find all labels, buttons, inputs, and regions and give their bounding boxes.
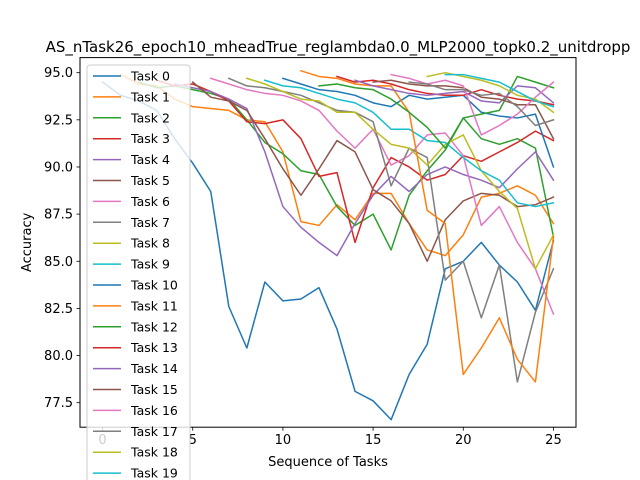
series-line-task-7 (227, 77, 555, 383)
legend-label-task-7: Task 7 (130, 215, 170, 230)
y-tick-label: 77.5 (44, 396, 73, 411)
series-line-task-19 (444, 73, 555, 108)
y-tick-label: 90.0 (44, 160, 73, 175)
x-tick-label: 10 (275, 433, 292, 448)
legend-label-task-3: Task 3 (130, 131, 170, 146)
series-line-task-2 (137, 81, 555, 251)
legend-label-task-13: Task 13 (130, 340, 178, 355)
legend-label-task-8: Task 8 (130, 236, 170, 251)
legend-label-task-1: Task 1 (130, 89, 170, 104)
legend-label-task-11: Task 11 (130, 298, 178, 313)
series-line-task-16 (390, 73, 555, 136)
series-line-task-18 (426, 71, 555, 114)
legend-box (86, 64, 191, 480)
y-tick-label: 92.5 (44, 113, 73, 128)
series-line-task-1 (119, 73, 555, 257)
legend-label-task-19: Task 19 (130, 466, 178, 480)
series-line-task-5 (191, 81, 555, 263)
legend-label-task-6: Task 6 (130, 194, 170, 209)
series-line-task-13 (336, 75, 555, 106)
legend-label-task-9: Task 9 (130, 257, 170, 272)
y-tick-label: 95.0 (44, 66, 73, 81)
legend-label-task-15: Task 15 (130, 382, 178, 397)
legend-label-task-2: Task 2 (130, 110, 170, 125)
legend-label-task-5: Task 5 (130, 173, 170, 188)
series-line-task-10 (281, 77, 555, 168)
plot-area (101, 69, 555, 421)
x-axis: 0510152025 (98, 427, 562, 448)
axes-frame (79, 57, 577, 428)
series-line-task-8 (245, 77, 555, 270)
legend-label-task-4: Task 4 (130, 152, 170, 167)
series-line-task-11 (300, 69, 555, 383)
y-axis-label: Accuracy (20, 212, 35, 272)
x-tick-label: 25 (545, 433, 562, 448)
legend-label-task-18: Task 18 (130, 445, 178, 460)
legend-label-task-10: Task 10 (130, 278, 178, 293)
legend-label-task-0: Task 0 (130, 69, 170, 84)
y-axis: 77.5 80.0 82.5 85.0 87.5 90.0 92.5 95.0 (44, 66, 80, 411)
series-line-task-4 (173, 83, 555, 257)
legend-label-task-14: Task 14 (130, 361, 178, 376)
series-line-task-14 (354, 79, 555, 104)
y-tick-label: 87.5 (44, 208, 73, 223)
y-tick-label: 82.5 (44, 302, 73, 317)
series-line-task-3 (155, 79, 555, 244)
y-tick-label: 85.0 (44, 255, 73, 270)
x-tick-label: 15 (365, 433, 382, 448)
legend-label-task-16: Task 16 (130, 403, 178, 418)
chart-title: AS_nTask26_epoch10_mheadTrue_reglambda0.… (46, 38, 631, 57)
legend-label-task-17: Task 17 (130, 424, 178, 439)
series-line-task-17 (408, 81, 555, 127)
x-axis-label: Sequence of Tasks (268, 455, 388, 470)
x-tick-label: 5 (189, 433, 197, 448)
x-tick-label: 20 (455, 433, 472, 448)
series-line-task-12 (318, 75, 555, 149)
legend: Task 0 Task 1 Task 2 Task 3 Task 4 Task 5 Task… (86, 64, 191, 480)
legend-label-task-12: Task 12 (130, 319, 178, 334)
y-tick-label: 80.0 (44, 349, 73, 364)
series-line-task-9 (263, 79, 555, 208)
series-line-task-6 (209, 77, 555, 316)
